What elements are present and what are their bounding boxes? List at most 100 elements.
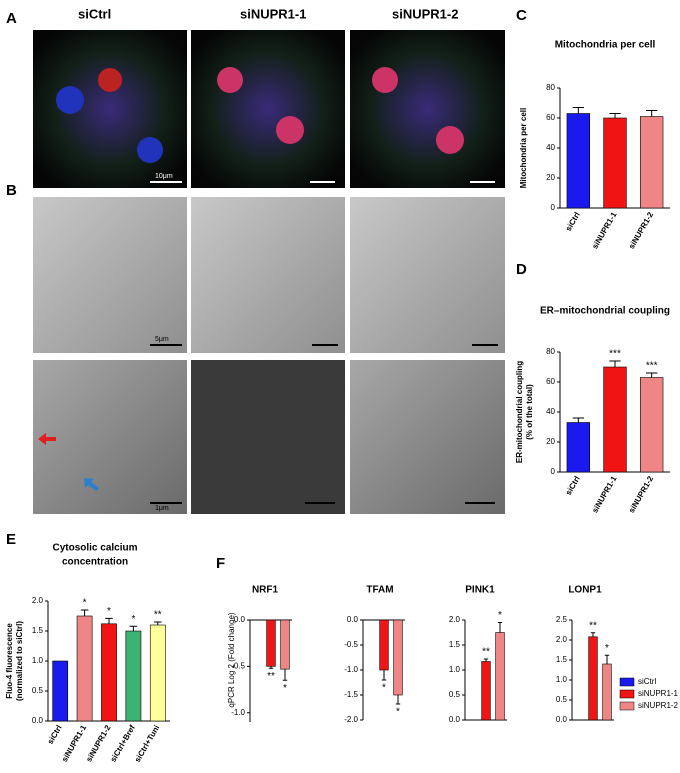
y-tick-label: 2.0 — [556, 635, 568, 644]
y-axis-label: (normalized to siCtrl) — [15, 621, 24, 701]
arrow-blue — [84, 478, 99, 491]
legend-label: siCtrl — [638, 677, 656, 686]
error-bar — [282, 669, 288, 681]
panel-label: D — [516, 261, 527, 278]
bar — [393, 619, 403, 696]
y-tick-label: -1.5 — [344, 690, 358, 699]
y-tick-label: 2.0 — [32, 596, 44, 605]
scale-label: 10μm — [155, 173, 173, 180]
significance: * — [605, 643, 609, 654]
y-tick-label: 0.0 — [449, 715, 461, 724]
bar — [639, 377, 664, 473]
panel-label: C — [516, 7, 527, 24]
chart-title: LONP1 — [568, 585, 602, 596]
fluorescence-image — [191, 30, 345, 188]
y-tick-label: 1.5 — [449, 640, 461, 649]
em-image — [33, 197, 187, 353]
y-tick-label: 1.5 — [556, 655, 568, 664]
scale-label: 1μm — [155, 505, 169, 512]
legend-label: siNUPR1-2 — [638, 701, 679, 710]
bar — [495, 632, 505, 721]
y-axis-label: Mitochondria per cell — [519, 108, 528, 188]
x-tick-label: siCtrl — [564, 211, 582, 233]
nucleus — [276, 116, 304, 144]
y-tick-label: -0.5 — [231, 661, 245, 670]
chart-title: Mitochondria per cell — [555, 40, 656, 51]
bar — [603, 366, 627, 473]
panel-label: F — [216, 555, 225, 572]
chart-title: Cytosolic calcium — [52, 543, 137, 554]
column-label: siCtrl — [78, 6, 111, 21]
y-tick-label: 0.0 — [556, 715, 568, 724]
panel-label: B — [6, 182, 17, 199]
error-bar — [80, 609, 89, 616]
em-image — [350, 360, 505, 514]
bar — [602, 663, 612, 721]
y-tick-label: 0.0 — [32, 716, 44, 725]
bar — [588, 636, 598, 721]
bar — [52, 660, 69, 722]
em-image — [350, 197, 505, 353]
legend-label: siNUPR1-1 — [638, 689, 679, 698]
error-bar — [105, 617, 113, 624]
x-tick-label: siNUPR1-1 — [590, 474, 619, 514]
bar — [603, 117, 627, 209]
y-tick-label: 2.0 — [449, 615, 461, 624]
y-tick-label: -2.0 — [344, 715, 358, 724]
error-bar — [381, 670, 387, 681]
nucleus — [56, 86, 84, 114]
error-bar — [572, 107, 585, 114]
arrow-red — [38, 433, 56, 445]
significance: * — [131, 614, 135, 625]
nucleus — [217, 67, 243, 93]
em-image — [33, 360, 187, 514]
micrographs: 10μm 5μm 1μm — [33, 30, 505, 514]
y-tick-label: 80 — [546, 83, 555, 92]
bar — [566, 113, 591, 209]
error-bar — [483, 658, 489, 662]
significance: *** — [609, 349, 621, 360]
y-tick-label: 0.0 — [347, 615, 359, 624]
bar — [149, 624, 166, 722]
x-tick-label: siCtrl+Tuni — [133, 724, 162, 764]
error-bar — [645, 372, 658, 378]
column-label: siNUPR1-1 — [240, 6, 306, 21]
y-tick-label: 0 — [551, 467, 556, 476]
bar — [566, 422, 591, 473]
y-tick-label: 80 — [546, 347, 555, 356]
y-axis-label: Fluo-4 fluorescence — [5, 623, 14, 699]
fluorescence-image — [350, 30, 505, 188]
chart-title: TFAM — [366, 585, 393, 596]
significance: * — [396, 707, 400, 718]
significance: * — [498, 610, 502, 621]
significance: * — [382, 683, 386, 694]
chart-title: ER–mitochondrial coupling — [540, 306, 670, 317]
x-tick-label: siCtrl — [46, 724, 64, 746]
y-tick-label: 0.5 — [449, 690, 461, 699]
bar — [379, 619, 389, 671]
y-tick-label: 0.5 — [32, 686, 44, 695]
error-bar — [572, 417, 585, 423]
em-image — [191, 360, 345, 514]
legend-swatch — [619, 677, 635, 687]
y-axis-label: qPCR Log 2 (Fold change) — [227, 612, 236, 708]
y-tick-label: 0.0 — [234, 615, 246, 624]
bar — [280, 619, 290, 670]
significance: * — [107, 606, 111, 617]
bar — [76, 615, 93, 722]
significance: ** — [482, 647, 490, 658]
chart-title: PINK1 — [465, 585, 495, 596]
error-bar — [268, 666, 274, 669]
y-tick-label: 0 — [551, 203, 556, 212]
mitochondria-cluster — [98, 68, 122, 92]
y-tick-label: 1.0 — [32, 656, 44, 665]
error-bar — [609, 360, 621, 367]
x-tick-label: siNUPR1-2 — [627, 210, 656, 250]
column-label: siNUPR1-2 — [392, 6, 458, 21]
error-bar — [154, 621, 162, 625]
y-tick-label: 20 — [546, 173, 555, 182]
y-tick-label: 60 — [546, 377, 555, 386]
chart-title: concentration — [62, 557, 128, 568]
y-tick-label: 40 — [546, 143, 555, 152]
